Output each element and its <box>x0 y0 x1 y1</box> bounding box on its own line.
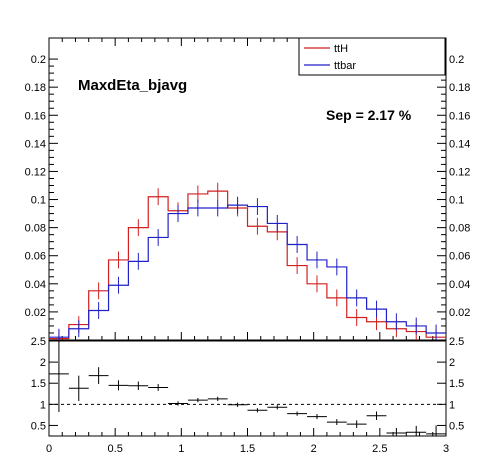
top-ytick-label-left: 0.1 <box>31 195 46 207</box>
legend-label-ttbar: ttbar <box>334 60 356 72</box>
legend: ttH ttbar <box>298 37 446 76</box>
bottom-ytick-label-right: 1.5 <box>449 378 464 390</box>
bottom-ytick-label-right: 1 <box>449 399 455 411</box>
ratio-points <box>49 341 446 436</box>
bottom-ytick-label-right: 0.5 <box>449 420 464 432</box>
bottom-xtick-label: 2.5 <box>372 443 387 455</box>
top-ytick-label-right: 0.2 <box>449 54 464 66</box>
bottom-xtick-label: 1 <box>178 443 184 455</box>
legend-label-tth: ttH <box>334 43 348 55</box>
bottom-xtick-label: 0.5 <box>108 443 123 455</box>
top-ytick-label-right: 0.08 <box>449 223 470 235</box>
top-ytick-label-left: 0.06 <box>25 251 46 263</box>
bottom-xtick-label: 1.5 <box>240 443 255 455</box>
top-ytick-label-right: 0.16 <box>449 110 470 122</box>
top-panel: 0.02 0.02 0.04 0.04 0.06 0.06 0.08 0.08 0.1 0.1 0.… <box>25 37 470 341</box>
top-ytick-label-left: 0.2 <box>31 54 46 66</box>
top-ytick-label-left: 0.12 <box>25 166 46 178</box>
bottom-panel: 0.5 0.51 11.5 1.52 22.5 2.50 0.5 1 1.5 2 2.5 3 <box>31 336 465 455</box>
bottom-xtick-label: 3 <box>443 443 449 455</box>
bottom-ytick-label-right: 2 <box>449 357 455 369</box>
top-ytick-label-right: 0.1 <box>449 195 464 207</box>
bottom-ytick-label-left: 1 <box>40 399 46 411</box>
top-ytick-label-left: 0.14 <box>25 138 46 150</box>
top-ytick-label-right: 0.12 <box>449 166 470 178</box>
bottom-ytick-label-right: 2.5 <box>449 336 464 348</box>
top-ytick-label-right: 0.02 <box>449 307 470 319</box>
top-ytick-label-left: 0.18 <box>25 82 46 94</box>
series-line-ttbar <box>49 204 446 338</box>
top-ytick-label-left: 0.02 <box>25 307 46 319</box>
separation-annotation: Sep = 2.17 % <box>326 107 412 123</box>
legend-box <box>298 37 446 76</box>
top-ytick-label-left: 0.04 <box>25 279 46 291</box>
bottom-ytick-label-left: 1.5 <box>31 378 46 390</box>
top-ytick-label-right: 0.04 <box>449 279 470 291</box>
bottom-ytick-label-left: 2 <box>40 357 46 369</box>
bottom-frame <box>48 340 447 437</box>
top-ytick-label-right: 0.06 <box>449 251 470 263</box>
top-series <box>49 182 446 340</box>
top-ytick-label-right: 0.14 <box>449 138 470 150</box>
top-ytick-label-right: 0.18 <box>449 82 470 94</box>
bottom-ytick-label-left: 2.5 <box>31 336 46 348</box>
chart-title: MaxdEta_bjavg <box>78 77 187 94</box>
bottom-xtick-label: 2 <box>311 443 317 455</box>
bottom-ytick-label-left: 0.5 <box>31 420 46 432</box>
bottom-ticks: 0.5 0.51 11.5 1.52 22.5 2.50 0.5 1 1.5 2 2.5 3 <box>31 336 465 455</box>
top-y-ticks: 0.02 0.02 0.04 0.04 0.06 0.06 0.08 0.08 0.1 0.1 0.… <box>25 38 470 340</box>
bottom-xtick-label: 0 <box>46 443 52 455</box>
top-ytick-label-left: 0.08 <box>25 223 46 235</box>
top-ytick-label-left: 0.16 <box>25 110 46 122</box>
